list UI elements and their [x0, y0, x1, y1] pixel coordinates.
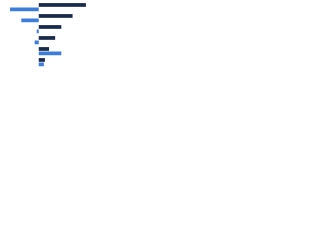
- bar: [10, 7, 39, 12]
- bar: [38, 47, 49, 51]
- bar: [38, 58, 45, 62]
- bar: [38, 36, 56, 40]
- bar: [38, 62, 44, 67]
- chart: [10, 3, 86, 67]
- bar: [21, 18, 39, 23]
- bar: [38, 51, 62, 56]
- bar: [38, 3, 86, 7]
- bar: [34, 40, 39, 45]
- bar: [38, 25, 62, 29]
- page: {"chart_data": {"type": "bar", "orientat…: [0, 0, 100, 71]
- bar: [38, 14, 73, 18]
- bar: [36, 29, 39, 34]
